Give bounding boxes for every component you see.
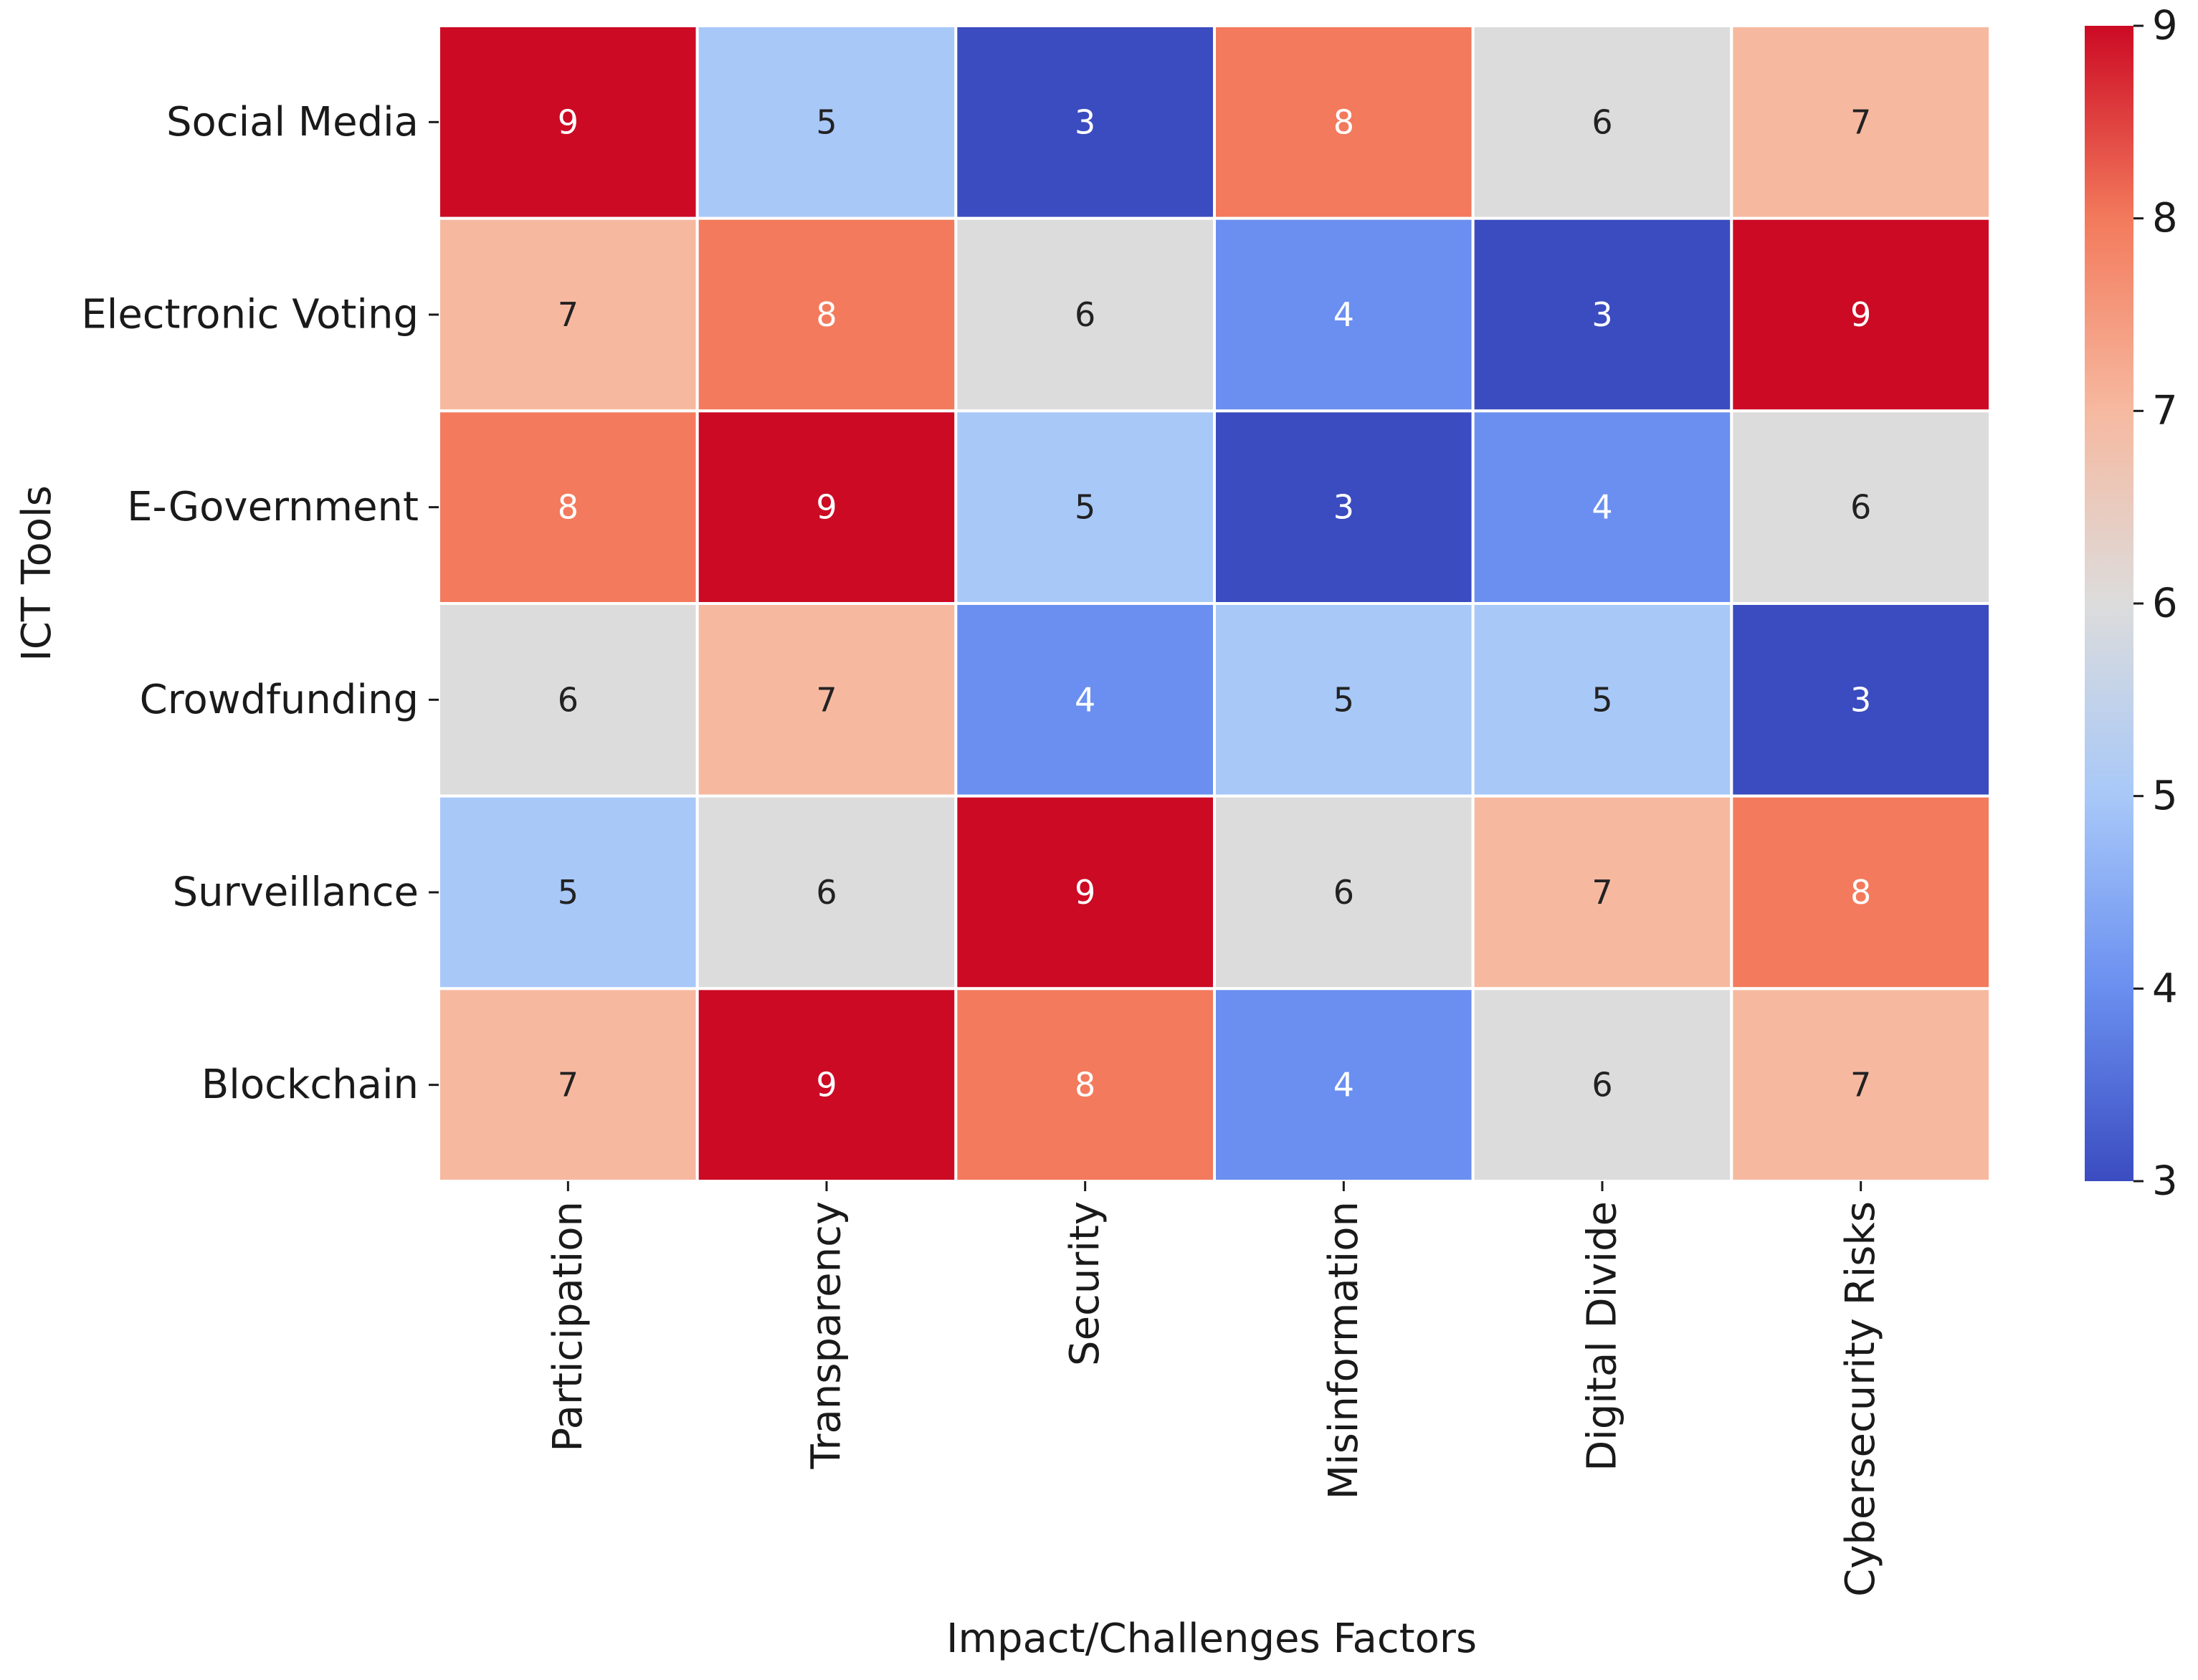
cell-value-label: 6 bbox=[1592, 1066, 1612, 1104]
cell-value-label: 4 bbox=[1075, 680, 1095, 719]
y-tick-label-blockchain: Blockchain bbox=[201, 1061, 419, 1108]
x-tick-label-digital-divide: Digital Divide bbox=[1579, 1201, 1626, 1471]
cell-value-label: 6 bbox=[1592, 102, 1612, 141]
cell-value-label: 7 bbox=[1592, 873, 1612, 912]
y-tick-label-social-media: Social Media bbox=[166, 99, 419, 145]
cell-value-label: 9 bbox=[1075, 873, 1095, 912]
cell-value-label: 7 bbox=[558, 1066, 579, 1104]
colorbar-tick-label: 5 bbox=[2152, 773, 2178, 819]
y-tick-label-e-government: E-Government bbox=[127, 484, 419, 530]
heatmap-cell-crowdfunding-security bbox=[954, 602, 1217, 798]
colorbar-gradient bbox=[2085, 26, 2133, 1181]
cell-value-label: 7 bbox=[1850, 1066, 1871, 1104]
heatmap-cell-electronic-voting-misinformation bbox=[1213, 216, 1475, 413]
cell-value-label: 9 bbox=[816, 488, 837, 527]
cell-value-label: 5 bbox=[1592, 680, 1612, 719]
heatmap-cell-crowdfunding-transparency bbox=[695, 602, 958, 798]
heatmap-cell-e-government-digital-divide bbox=[1471, 409, 1733, 605]
cell-value-label: 6 bbox=[558, 680, 579, 719]
x-tick-label-cybersecurity-risks: Cybersecurity Risks bbox=[1837, 1201, 1884, 1597]
cell-value-label: 6 bbox=[1333, 873, 1354, 912]
cell-value-label: 7 bbox=[1850, 102, 1871, 141]
colorbar-tick-label: 8 bbox=[2152, 195, 2178, 242]
heatmap-cell-crowdfunding-misinformation bbox=[1213, 602, 1475, 798]
heatmap-cell-social-media-cybersecurity-risks bbox=[1730, 24, 1992, 220]
cell-value-label: 3 bbox=[1333, 488, 1354, 527]
cell-value-label: 3 bbox=[1075, 102, 1095, 141]
heatmap-cell-e-government-cybersecurity-risks bbox=[1730, 409, 1992, 605]
heatmap-cell-social-media-transparency bbox=[695, 24, 958, 220]
cell-value-label: 9 bbox=[816, 1066, 837, 1104]
x-axis-ticks: Participation Transparency Security Misinfo… bbox=[545, 1181, 1884, 1597]
heatmap-cell-labels: 9 5 3 8 6 7 7 8 6 4 3 9 8 9 5 3 4 6 6 7 4 5 5 3 5 6 9 6 7 8 7 9 8 4 6 7 bbox=[558, 102, 1872, 1104]
x-axis-title: Impact/Challenges Factors bbox=[946, 1615, 1477, 1662]
colorbar-tick-label: 9 bbox=[2152, 3, 2178, 49]
heatmap-cell-electronic-voting-cybersecurity-risks bbox=[1730, 216, 1992, 413]
colorbar-tick-label: 4 bbox=[2152, 965, 2178, 1012]
heatmap-cell-surveillance-misinformation bbox=[1213, 794, 1475, 991]
heatmap-cell-social-media-security bbox=[954, 24, 1217, 220]
x-tick-label-misinformation: Misinformation bbox=[1321, 1201, 1367, 1499]
heatmap-cell-e-government-transparency bbox=[695, 409, 958, 605]
cell-value-label: 7 bbox=[558, 295, 579, 334]
heatmap-cell-electronic-voting-transparency bbox=[695, 216, 958, 413]
y-tick-label-crowdfunding: Crowdfunding bbox=[140, 677, 419, 723]
cell-value-label: 5 bbox=[1333, 680, 1354, 719]
heatmap-cell-blockchain-cybersecurity-risks bbox=[1730, 987, 1992, 1183]
colorbar: 3 4 5 6 7 8 9 bbox=[2085, 3, 2178, 1205]
heatmap-cell-e-government-misinformation bbox=[1213, 409, 1475, 605]
heatmap-cell-social-media-digital-divide bbox=[1471, 24, 1733, 220]
cell-value-label: 5 bbox=[558, 873, 579, 912]
y-tick-label-surveillance: Surveillance bbox=[173, 869, 419, 916]
heatmap-cell-crowdfunding-participation bbox=[437, 602, 699, 798]
cell-value-label: 5 bbox=[816, 102, 837, 141]
cell-value-label: 4 bbox=[1592, 488, 1612, 527]
x-tick-label-security: Security bbox=[1062, 1201, 1108, 1366]
heatmap-cell-crowdfunding-digital-divide bbox=[1471, 602, 1733, 798]
heatmap-cell-blockchain-digital-divide bbox=[1471, 987, 1733, 1183]
cell-value-label: 4 bbox=[1333, 1066, 1354, 1104]
colorbar-tick-label: 6 bbox=[2152, 581, 2178, 627]
y-tick-label-electronic-voting: Electronic Voting bbox=[81, 292, 419, 338]
cell-value-label: 6 bbox=[816, 873, 837, 912]
cell-value-label: 5 bbox=[1075, 488, 1095, 527]
cell-value-label: 7 bbox=[816, 680, 837, 719]
cell-value-label: 8 bbox=[1850, 873, 1871, 912]
cell-value-label: 9 bbox=[558, 102, 579, 141]
heatmap-cell-e-government-participation bbox=[437, 409, 699, 605]
cell-value-label: 8 bbox=[558, 488, 579, 527]
cell-value-label: 8 bbox=[1075, 1066, 1095, 1104]
heatmap-cell-surveillance-cybersecurity-risks bbox=[1730, 794, 1992, 991]
cell-value-label: 4 bbox=[1333, 295, 1354, 334]
cell-value-label: 9 bbox=[1850, 295, 1871, 334]
cell-value-label: 8 bbox=[1333, 102, 1354, 141]
heatmap-cell-surveillance-security bbox=[954, 794, 1217, 991]
cell-value-label: 3 bbox=[1592, 295, 1612, 334]
heatmap-cell-social-media-participation bbox=[437, 24, 699, 220]
colorbar-tick-label: 7 bbox=[2152, 388, 2178, 434]
y-axis-ticks: Social Media Electronic Voting E-Governmen… bbox=[81, 99, 439, 1108]
y-axis-title: ICT Tools bbox=[14, 485, 60, 662]
heatmap-cell-blockchain-participation bbox=[437, 987, 699, 1183]
x-tick-label-participation: Participation bbox=[545, 1201, 591, 1452]
heatmap-cells bbox=[437, 24, 1992, 1183]
cell-value-label: 8 bbox=[816, 295, 837, 334]
colorbar-tick-label: 3 bbox=[2152, 1158, 2178, 1205]
heatmap-cell-crowdfunding-cybersecurity-risks bbox=[1730, 602, 1992, 798]
cell-value-label: 6 bbox=[1850, 488, 1871, 527]
heatmap-cell-surveillance-participation bbox=[437, 794, 699, 991]
heatmap-cell-surveillance-digital-divide bbox=[1471, 794, 1733, 991]
x-tick-label-transparency: Transparency bbox=[804, 1201, 850, 1470]
heatmap-cell-social-media-misinformation bbox=[1213, 24, 1475, 220]
cell-value-label: 6 bbox=[1075, 295, 1095, 334]
cell-value-label: 3 bbox=[1850, 680, 1871, 719]
